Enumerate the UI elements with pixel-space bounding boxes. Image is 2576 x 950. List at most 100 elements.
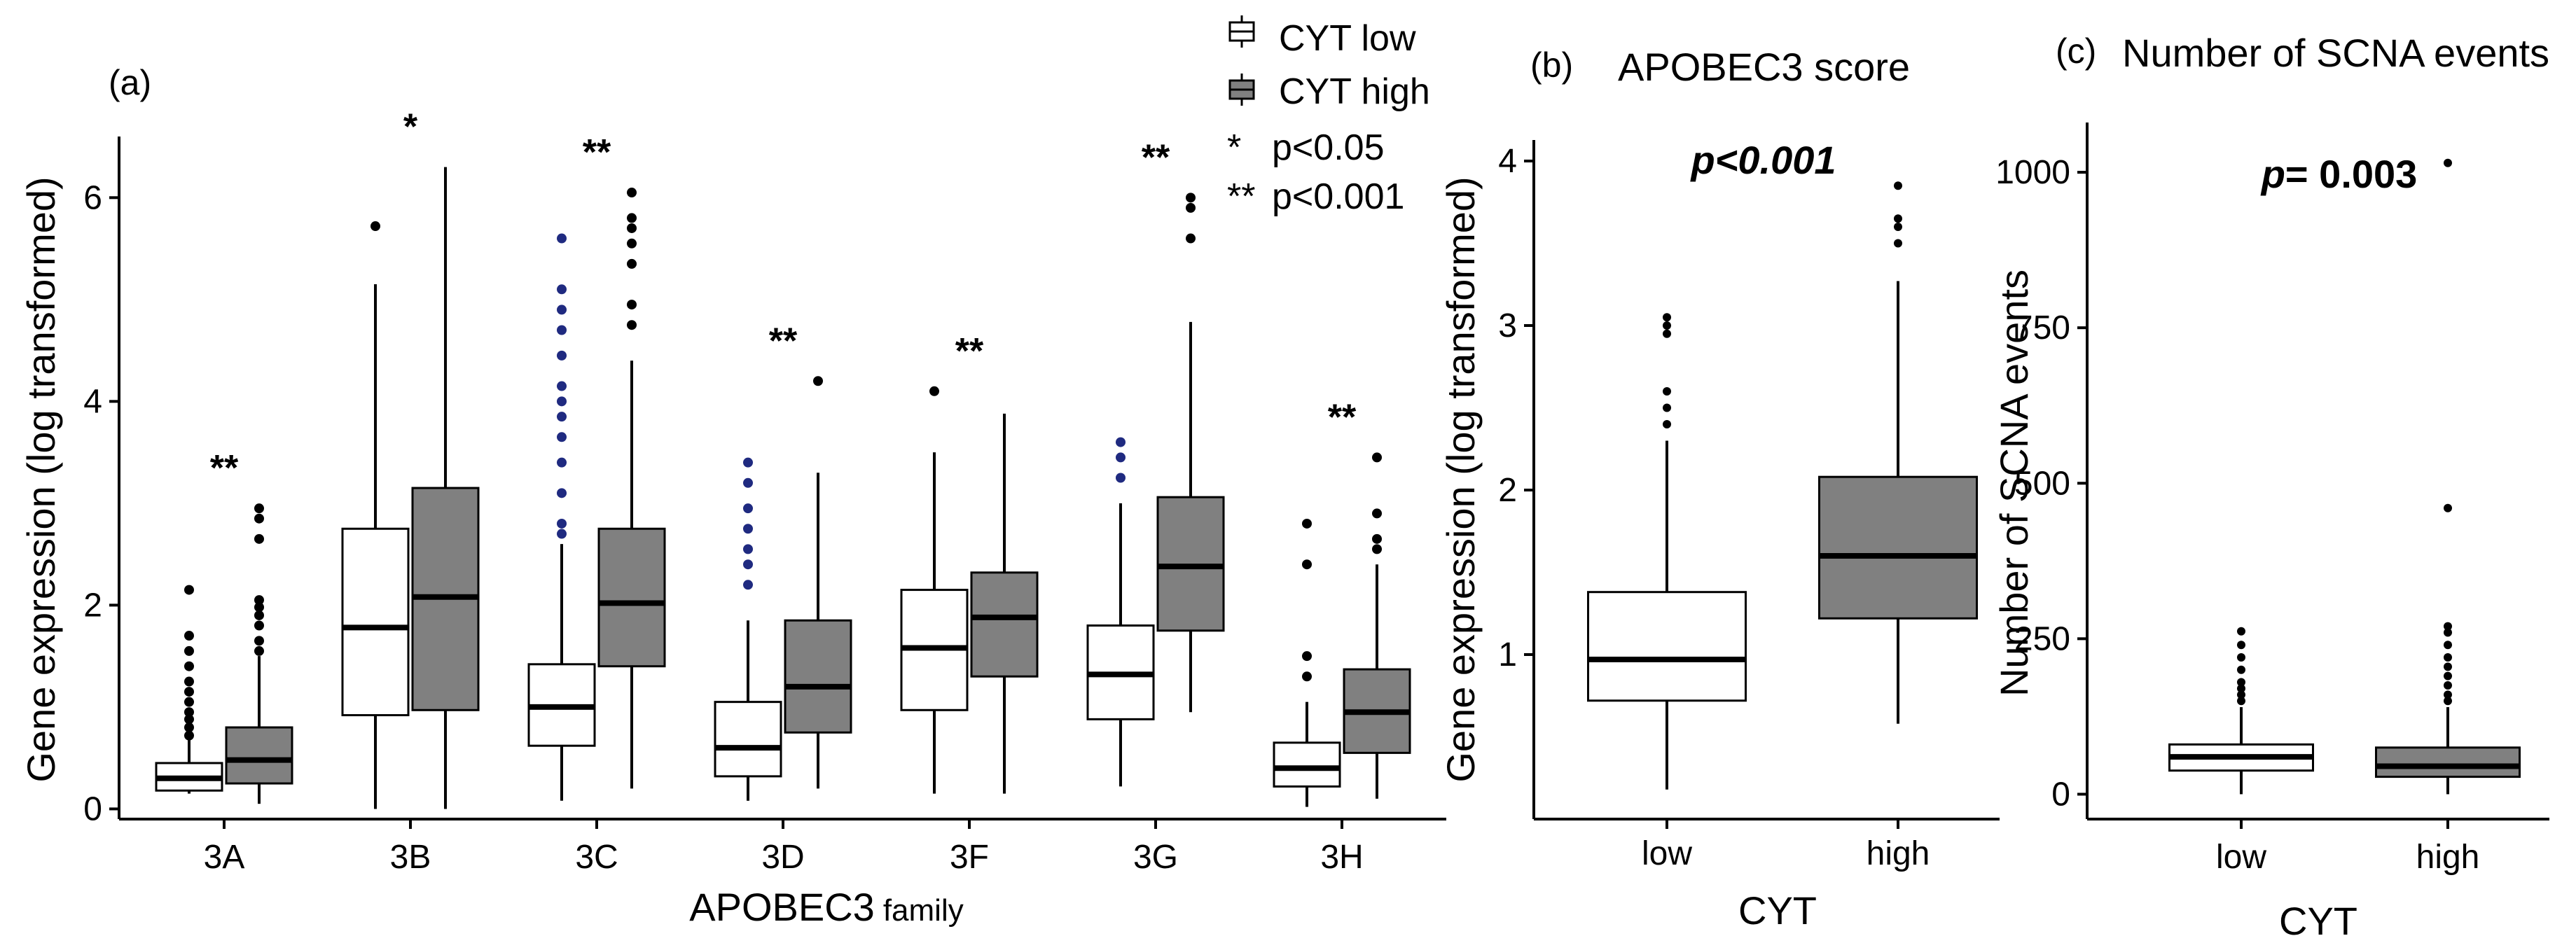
box-3a-high-outlier bbox=[254, 620, 264, 631]
panel-b-boxes bbox=[1587, 181, 1978, 790]
box-3a-high-outlier bbox=[254, 513, 264, 524]
box-3a-high-outlier bbox=[254, 503, 264, 514]
panel-a-x-label: APOBEC3 family bbox=[689, 885, 963, 929]
panel-c-p-value: p= 0.003 bbox=[2260, 152, 2418, 196]
panel-b-x-label: CYT bbox=[1738, 888, 1817, 932]
box-3g-low bbox=[1086, 437, 1155, 787]
panel-a-x-tick-label: 3A bbox=[204, 839, 245, 876]
panel-a-x-tick-label: 3F bbox=[950, 839, 989, 876]
panel-c-boxes bbox=[2168, 158, 2521, 795]
box-score-low-outlier bbox=[1663, 403, 1671, 412]
box-3h-high-outlier bbox=[1372, 544, 1382, 554]
box-3d-low-iqr bbox=[714, 701, 782, 778]
panel-b-title: APOBEC3 score bbox=[1618, 45, 1910, 89]
legend-entry-cyt-high: CYT high bbox=[1228, 71, 1430, 112]
box-3g-high-outlier bbox=[1186, 233, 1196, 244]
legend-label-cyt-low: CYT low bbox=[1279, 18, 1416, 59]
box-3g-high-outlier bbox=[1186, 202, 1196, 213]
panel-a-x-tick-label: 3D bbox=[761, 839, 804, 876]
box-3a-low-outlier bbox=[184, 714, 194, 725]
box-3a-low-outlier bbox=[184, 730, 194, 741]
box-3a-high-outlier bbox=[254, 645, 264, 656]
panel-a-x-tick-label: 3G bbox=[1133, 839, 1178, 876]
box-3c-low-outlier bbox=[557, 350, 567, 361]
box-3a-low-outlier bbox=[184, 687, 194, 697]
box-3f-low-outlier bbox=[929, 386, 939, 396]
box-3c-low bbox=[527, 233, 596, 801]
box-3c-high-outlier bbox=[627, 213, 637, 223]
box-3c-high-outlier bbox=[627, 223, 637, 233]
panel-b-x-ticks: low high bbox=[1642, 819, 1930, 872]
box-score-high-outlier bbox=[1894, 181, 1902, 190]
panel-c-y-tick-label: 750 bbox=[2014, 309, 2070, 347]
box-score-high-iqr bbox=[1818, 475, 1978, 620]
box-3a-high-outlier bbox=[254, 636, 264, 646]
box-3c-high-outlier bbox=[627, 320, 637, 330]
box-3f-high-iqr bbox=[970, 571, 1039, 678]
box-scna-high-outlier bbox=[2444, 690, 2452, 699]
box-3h-low-outlier bbox=[1302, 518, 1312, 529]
panel-c-y-label: Number of SCNA events bbox=[1992, 270, 2036, 697]
panel-c-x-tick-label: low bbox=[2216, 839, 2266, 876]
panel-a-y-ticks: 0 2 4 6 bbox=[83, 179, 119, 827]
box-score-high bbox=[1818, 181, 1978, 724]
box-3d-low-outlier bbox=[743, 524, 753, 534]
box-3g-low-outlier bbox=[1116, 473, 1126, 483]
box-3c-low-outlier bbox=[557, 305, 567, 315]
box-3g-low-outlier bbox=[1116, 437, 1126, 447]
box-scna-high bbox=[2375, 158, 2521, 795]
box-3d-low-outlier bbox=[743, 580, 753, 590]
box-score-high-outlier bbox=[1894, 239, 1902, 248]
box-3d-low bbox=[714, 457, 782, 801]
box-3c-high-outlier bbox=[627, 300, 637, 310]
box-3d-high-outlier bbox=[813, 376, 823, 386]
panel-c-y-tick-label: 0 bbox=[2051, 776, 2070, 813]
box-score-high-outlier bbox=[1894, 214, 1902, 223]
box-scna-high-outlier bbox=[2444, 662, 2452, 671]
box-3c-low-outlier bbox=[557, 488, 567, 498]
box-3c-high-outlier bbox=[627, 238, 637, 249]
box-scna-high-outlier bbox=[2444, 653, 2452, 662]
box-3g-high-outlier bbox=[1186, 193, 1196, 203]
panel-a-boxes bbox=[155, 167, 1411, 809]
box-3c-low-outlier bbox=[557, 284, 567, 295]
panel-b-y-tick-label: 3 bbox=[1498, 307, 1517, 344]
box-3a-high-outlier bbox=[254, 602, 264, 613]
box-3h-low-outlier bbox=[1302, 671, 1312, 682]
box-3g-high bbox=[1156, 193, 1225, 713]
panel-c: (c) Number of SCNA events 0 250 500 750 1000… bbox=[1992, 31, 2549, 943]
panel-a-y-tick-label: 4 bbox=[83, 383, 102, 420]
box-3g-low-outlier bbox=[1116, 452, 1126, 463]
box-scna-low-outlier bbox=[2237, 690, 2245, 699]
panel-a-y-tick-label: 6 bbox=[83, 179, 102, 216]
sig-3c: ** bbox=[583, 132, 611, 173]
box-scna-high-outlier bbox=[2444, 158, 2452, 167]
box-scna-high-outlier bbox=[2444, 680, 2452, 690]
box-scna-low-outlier bbox=[2237, 653, 2245, 662]
sig-3h: ** bbox=[1328, 397, 1357, 438]
panel-b-x-tick-label: high bbox=[1867, 835, 1930, 872]
panel-b-y-ticks: 1 2 3 4 bbox=[1498, 143, 1534, 673]
box-3h-high-outlier bbox=[1372, 508, 1382, 519]
box-3a-low-outlier bbox=[184, 631, 194, 641]
panel-c-y-tick-label: 500 bbox=[2014, 465, 2070, 502]
panel-b-y-tick-label: 1 bbox=[1498, 636, 1517, 673]
panel-c-letter: (c) bbox=[2056, 32, 2096, 71]
box-3a-high-iqr bbox=[225, 726, 293, 785]
panel-c-title: Number of SCNA events bbox=[2122, 31, 2549, 75]
box-3c-low-outlier bbox=[557, 518, 567, 529]
box-3h-low bbox=[1273, 518, 1341, 807]
box-scna-high-outlier bbox=[2444, 697, 2452, 706]
box-3d-low-outlier bbox=[743, 559, 753, 570]
panel-a-x-tick-label: 3H bbox=[1320, 839, 1363, 876]
box-3h-low-outlier bbox=[1302, 559, 1312, 570]
legend-note-mark-1: * bbox=[1227, 127, 1241, 168]
box-3c-low-outlier bbox=[557, 432, 567, 442]
box-scna-high-outlier bbox=[2444, 622, 2452, 631]
panel-b-letter: (b) bbox=[1530, 46, 1573, 85]
box-3a-low-outlier bbox=[184, 661, 194, 671]
box-3a-low-outlier bbox=[184, 722, 194, 733]
panel-b-x-tick-label: low bbox=[1642, 835, 1692, 872]
